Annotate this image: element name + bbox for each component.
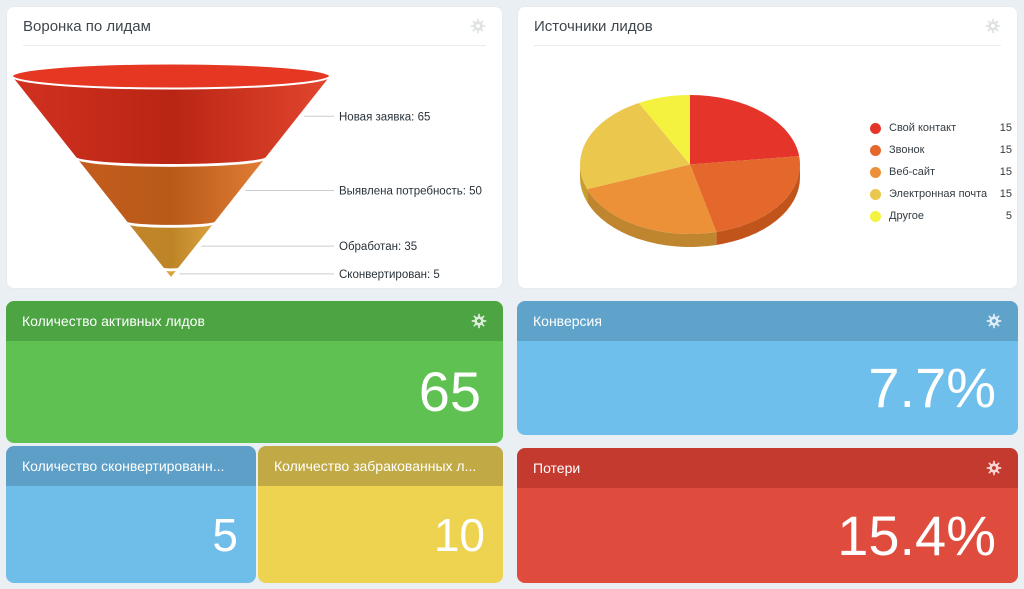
legend-item[interactable]: Звонок 15 [870, 139, 1012, 161]
legend-value: 15 [999, 122, 1012, 134]
svg-text:Выявлена потребность: 50: Выявлена потребность: 50 [339, 185, 482, 197]
legend-swatch-icon [870, 210, 881, 222]
stat-card-body: 5 [6, 486, 256, 583]
stat-card-header: Количество забракованных л... [258, 446, 503, 486]
pie-legend: Свой контакт 15 Звонок 15 Веб-сайт 15 Эл… [870, 117, 1012, 227]
widget-header: Воронка по лидам [7, 7, 502, 45]
funnel-chart: Новая заявка: 65 Выявлена потребность: 50… [11, 62, 482, 281]
svg-text:Сконвертирован: 5: Сконвертирован: 5 [339, 269, 440, 281]
stat-card-title: Потери [533, 460, 581, 476]
stat-value: 15.4% [837, 503, 996, 567]
legend-value: 15 [999, 188, 1012, 200]
legend-label: Свой контакт [889, 122, 957, 134]
stat-card-title: Количество сконвертированн... [22, 458, 225, 474]
gear-icon[interactable] [471, 313, 487, 329]
widget-lead-sources: Источники лидов Свой контакт 15 Звонок 1… [517, 6, 1018, 289]
stat-card-header: Конверсия [517, 301, 1018, 341]
gear-icon[interactable] [985, 18, 1001, 34]
legend-label: Другое [889, 210, 924, 222]
legend-swatch-icon [870, 144, 881, 156]
stat-value: 65 [418, 360, 481, 423]
legend-value: 5 [1005, 210, 1012, 222]
legend-label: Электронная почта [889, 188, 988, 200]
stat-value: 10 [433, 508, 485, 561]
stat-card-rejected-leads: Количество забракованных л... 10 [258, 446, 503, 583]
stat-card-body: 7.7% [517, 341, 1018, 435]
stat-card-header: Потери [517, 448, 1018, 488]
legend-swatch-icon [870, 122, 881, 134]
legend-item[interactable]: Электронная почта 15 [870, 183, 1012, 205]
divider [23, 45, 486, 46]
legend-label: Звонок [889, 144, 925, 156]
widget-lead-funnel: Воронка по лидам Новая заявка: 65 Выявлен… [6, 6, 503, 289]
legend-item[interactable]: Свой контакт 15 [870, 117, 1012, 139]
stat-card-title: Количество забракованных л... [274, 458, 477, 474]
legend-swatch-icon [870, 188, 881, 200]
legend-swatch-icon [870, 166, 881, 178]
legend-value: 15 [999, 144, 1012, 156]
stat-card-active-leads: Количество активных лидов 65 [6, 301, 503, 443]
stat-value: 5 [212, 508, 238, 561]
stat-card-losses: Потери 15.4% [517, 448, 1018, 583]
gear-icon[interactable] [986, 460, 1002, 476]
pie-chart [580, 95, 800, 247]
stat-card-header: Количество сконвертированн... [6, 446, 256, 486]
stat-card-conversion: Конверсия 7.7% [517, 301, 1018, 435]
legend-value: 15 [999, 166, 1012, 178]
widget-title: Источники лидов [534, 17, 653, 35]
svg-text:Новая заявка: 65: Новая заявка: 65 [339, 111, 430, 123]
legend-label: Веб-сайт [889, 166, 936, 178]
widget-title: Воронка по лидам [23, 17, 151, 35]
stat-card-converted-leads: Количество сконвертированн... 5 [6, 446, 256, 583]
stat-card-title: Конверсия [533, 313, 602, 329]
gear-icon[interactable] [470, 18, 486, 34]
gear-icon[interactable] [986, 313, 1002, 329]
stat-card-title: Количество активных лидов [22, 313, 205, 329]
stat-value: 7.7% [868, 356, 996, 419]
stat-card-body: 10 [258, 486, 503, 583]
stat-card-body: 65 [6, 341, 503, 443]
divider [534, 45, 1001, 46]
legend-item[interactable]: Другое 5 [870, 205, 1012, 227]
legend-item[interactable]: Веб-сайт 15 [870, 161, 1012, 183]
widget-header: Источники лидов [518, 7, 1017, 45]
stat-card-header: Количество активных лидов [6, 301, 503, 341]
svg-text:Обработан: 35: Обработан: 35 [339, 241, 417, 253]
stat-card-body: 15.4% [517, 488, 1018, 583]
